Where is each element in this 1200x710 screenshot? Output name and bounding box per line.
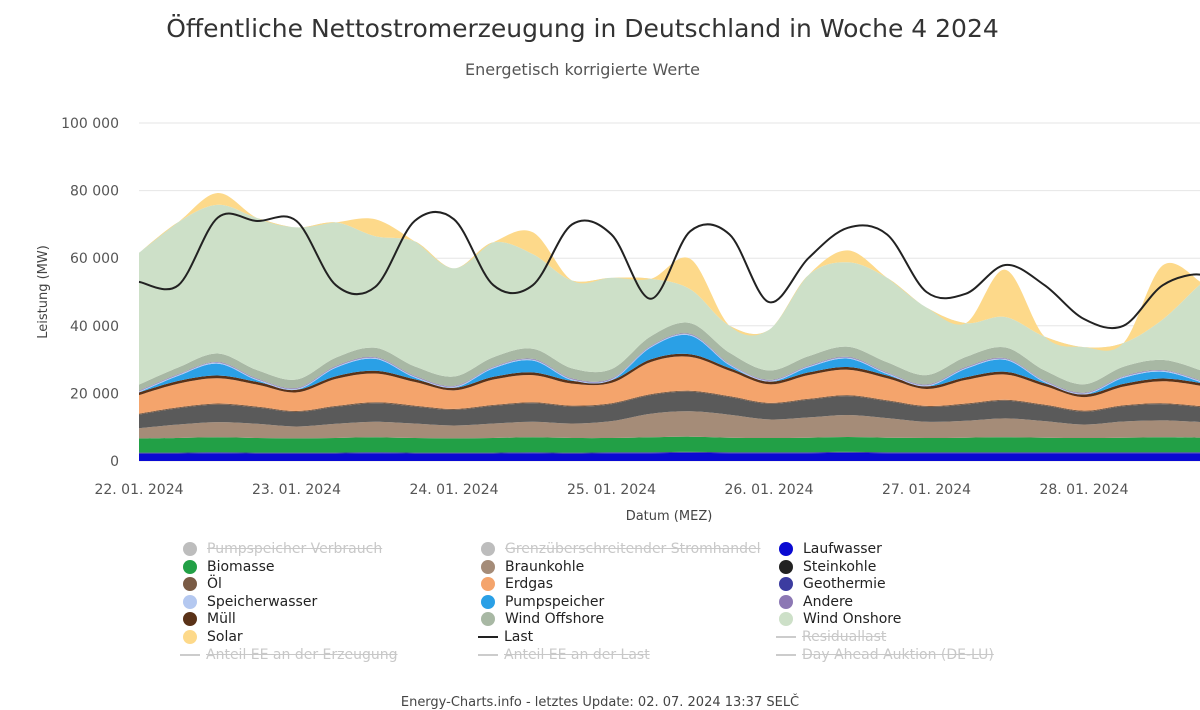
legend-dot-icon (481, 542, 495, 556)
legend-label: Residuallast (802, 629, 887, 645)
y-tick-label: 40 000 (70, 319, 119, 335)
legend-label: Braunkohle (505, 558, 585, 575)
legend-dot-icon (183, 559, 197, 574)
legend-item-wind-onshore[interactable]: Wind Onshore (776, 611, 901, 628)
legend-dot-icon (183, 594, 197, 609)
legend-label: Solar (207, 629, 243, 645)
legend-label: Anteil EE an der Erzeugung (206, 646, 398, 663)
x-axis-label: Datum (MEZ) (626, 509, 713, 524)
y-tick-label: 100 000 (61, 116, 119, 132)
area-steinkohle[interactable] (139, 391, 1200, 429)
legend-dot-icon (779, 559, 793, 574)
legend-dot-icon (183, 612, 197, 627)
legend-dot-icon (779, 542, 793, 556)
legend-item-pumpspeicher-verbrauch[interactable]: Pumpspeicher Verbrauch (180, 541, 382, 558)
legend-line-icon (776, 653, 796, 656)
x-tick-label: 22. 01. 2024 (94, 482, 183, 498)
legend-label: Biomasse (207, 558, 275, 575)
area-braunkohle[interactable] (139, 411, 1200, 439)
legend-label: Last (504, 629, 534, 645)
x-tick-label: 25. 01. 2024 (567, 482, 656, 498)
legend-label: Geothermie (803, 576, 886, 593)
area-geothermie[interactable] (139, 451, 1200, 454)
y-axis-ticks: 0 20 000 40 000 60 000 80 000 100 000 (61, 116, 119, 470)
legend-label: Wind Onshore (803, 611, 902, 628)
legend-item-pumpspeicher[interactable]: Pumpspeicher (478, 594, 604, 611)
legend-line-icon (478, 653, 498, 656)
legend-item-laufwasser[interactable]: Laufwasser (776, 541, 882, 558)
legend-item-steinkohle[interactable]: Steinkohle (776, 559, 876, 576)
legend-label: Grenzüberschreitender Stromhandel (505, 541, 761, 557)
area-müll[interactable] (139, 353, 1200, 398)
last-line-group (138, 210, 1200, 330)
legend-item-geothermie[interactable]: Geothermie (776, 576, 886, 593)
x-tick-label: 23. 01. 2024 (252, 482, 341, 498)
footer-credit: Energy-Charts.info - letztes Update: 02.… (400, 695, 800, 710)
legend-dot-icon (779, 594, 793, 609)
x-tick-label: 26. 01. 2024 (724, 482, 813, 498)
y-tick-label: 80 000 (70, 184, 119, 200)
legend-line-icon (776, 636, 796, 638)
legend-item-braunkohle[interactable]: Braunkohle (478, 559, 584, 576)
legend-item-wind-offshore[interactable]: Wind Offshore (478, 611, 604, 628)
legend-item-day-ahead-auktion-de-lu-[interactable]: Day Ahead Auktion (DE-LU) (776, 647, 994, 664)
legend-item-müll[interactable]: Müll (180, 611, 236, 628)
legend-label: Speicherwasser (207, 593, 318, 610)
area-erdgas[interactable] (139, 356, 1200, 414)
x-axis-ticks: 22. 01. 2024 23. 01. 2024 24. 01. 2024 25. … (94, 482, 1128, 498)
legend-dot-icon (481, 577, 495, 592)
y-tick-label: 60 000 (70, 251, 119, 267)
y-axis-label: Leistung (MW) (36, 245, 51, 339)
legend-label: Wind Offshore (505, 611, 605, 628)
legend-label: Pumpspeicher (505, 593, 605, 610)
legend-item-grenzüberschreitender-stromhandel[interactable]: Grenzüberschreitender Stromhandel (478, 541, 761, 558)
x-tick-label: 27. 01. 2024 (882, 482, 971, 498)
legend-label: Öl (207, 576, 222, 593)
area-wind-offshore[interactable] (139, 322, 1200, 393)
area-laufwasser[interactable] (139, 452, 1200, 461)
legend-label: Laufwasser (803, 541, 882, 557)
x-tick-label: 24. 01. 2024 (409, 482, 498, 498)
legend-dot-icon (481, 612, 495, 627)
area-biomasse[interactable] (139, 436, 1200, 453)
legend-label: Anteil EE an der Last (504, 646, 650, 663)
legend-line-icon (478, 636, 498, 638)
legend-item-solar[interactable]: Solar (180, 629, 243, 646)
legend-line-icon (180, 653, 200, 656)
legend-item-residuallast[interactable]: Residuallast (776, 629, 886, 646)
legend-item-anteil-ee-an-der-erzeugung[interactable]: Anteil EE an der Erzeugung (180, 647, 398, 664)
legend-item-last[interactable]: Last (478, 629, 533, 646)
legend-item-erdgas[interactable]: Erdgas (478, 576, 553, 593)
legend-dot-icon (183, 577, 197, 592)
y-tick-label: 0 (110, 454, 119, 470)
legend-item-biomasse[interactable]: Biomasse (180, 559, 274, 576)
legend-label: Steinkohle (803, 558, 877, 575)
legend-dot-icon (481, 559, 495, 574)
area-pumpspeicher[interactable] (139, 334, 1200, 395)
legend-label: Day Ahead Auktion (DE-LU) (802, 646, 994, 663)
legend-dot-icon (779, 577, 793, 592)
x-tick-label: 28. 01. 2024 (1039, 482, 1128, 498)
stacked-areas (139, 192, 1200, 461)
legend-dot-icon (481, 594, 495, 609)
legend-label: Müll (207, 611, 236, 628)
legend-dot-icon (183, 630, 197, 644)
y-tick-label: 20 000 (70, 386, 119, 402)
legend-item-anteil-ee-an-der-last[interactable]: Anteil EE an der Last (478, 647, 650, 664)
area-wind-onshore[interactable] (139, 204, 1200, 385)
legend-dot-icon (183, 542, 197, 556)
chart-plot: 0 20 000 40 000 60 000 80 000 100 000 22. 01.… (36, 116, 1200, 524)
legend-label: Andere (803, 593, 854, 610)
legend-label: Pumpspeicher Verbrauch (207, 541, 383, 557)
legend-item-andere[interactable]: Andere (776, 594, 853, 611)
legend-label: Erdgas (505, 576, 554, 593)
chart-title: Öffentliche Nettostromerzeugung in Deuts… (166, 14, 999, 43)
legend-item-speicherwasser[interactable]: Speicherwasser (180, 594, 317, 611)
legend-dot-icon (779, 612, 793, 627)
chart-subtitle: Energetisch korrigierte Werte (465, 60, 700, 79)
legend-item-öl[interactable]: Öl (180, 576, 222, 593)
series-line-last[interactable] (138, 210, 1200, 330)
